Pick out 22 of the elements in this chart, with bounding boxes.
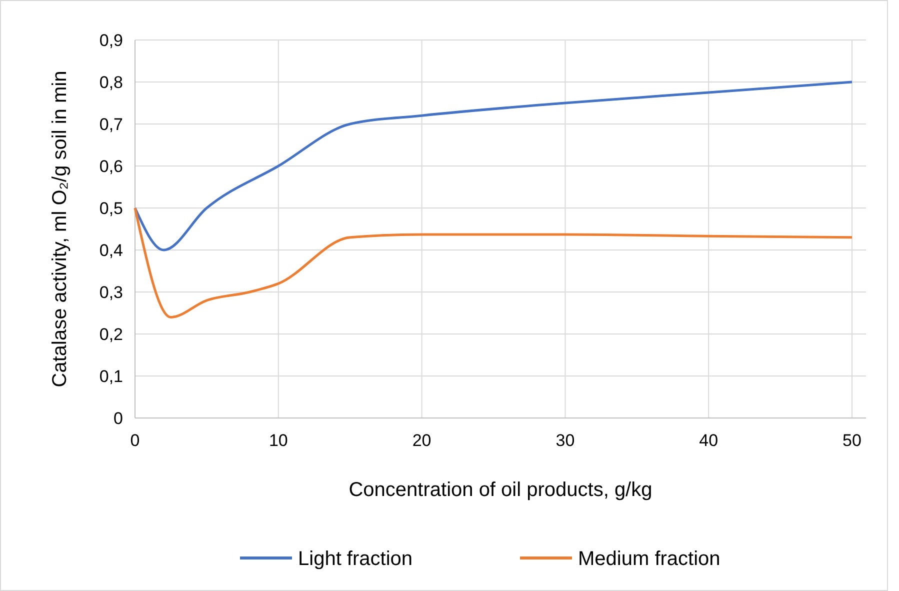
legend-label: Light fraction	[298, 548, 413, 570]
y-tick-label: 0	[114, 409, 123, 428]
line-series	[134, 80, 854, 252]
line-series	[134, 206, 854, 318]
y-tick-label: 0,8	[99, 73, 123, 92]
x-axis-title: Concentration of oil products, g/kg	[348, 479, 652, 501]
x-tick-label: 0	[130, 431, 140, 450]
y-tick-label: 0,9	[99, 31, 123, 50]
x-tick-label: 20	[412, 431, 432, 450]
x-tick-label: 10	[268, 431, 288, 450]
y-tick-label: 0,4	[99, 241, 123, 260]
y-axis-title: Catalase activity, ml O₂/g soil in min	[49, 70, 71, 388]
y-tick-label: 0,3	[99, 283, 123, 302]
x-tick-label: 50	[842, 431, 862, 450]
y-tick-label: 0,5	[99, 199, 123, 218]
y-tick-label: 0,7	[99, 115, 123, 134]
x-tick-label: 30	[556, 431, 575, 450]
y-tick-label: 0,6	[99, 157, 123, 176]
legend-label: Medium fraction	[578, 548, 720, 570]
y-tick-label: 0,1	[99, 367, 123, 386]
y-tick-label: 0,2	[99, 325, 123, 344]
x-tick-label: 40	[699, 431, 718, 450]
